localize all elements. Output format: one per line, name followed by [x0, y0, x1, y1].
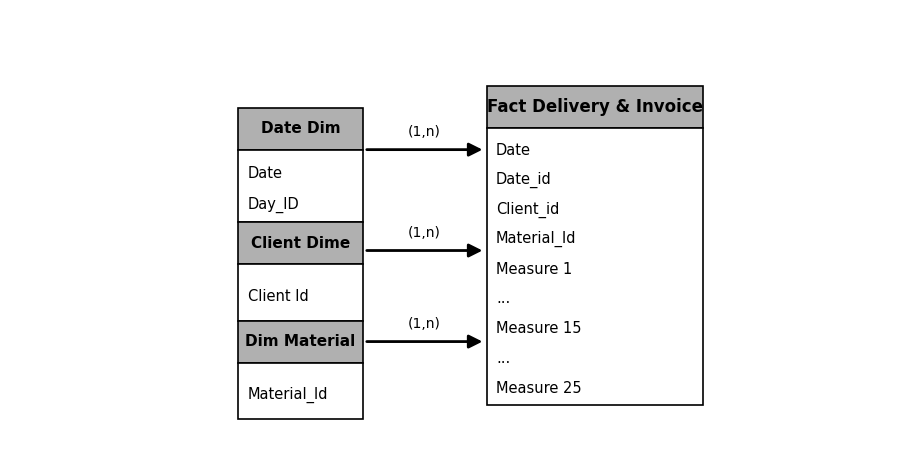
- Text: Material_Id: Material_Id: [496, 231, 576, 247]
- Text: Day_ID: Day_ID: [248, 197, 299, 213]
- Bar: [239, 222, 362, 264]
- Bar: [239, 321, 362, 363]
- Text: Measure 1: Measure 1: [496, 262, 572, 277]
- Text: (1,n): (1,n): [408, 226, 441, 240]
- Bar: [487, 86, 703, 128]
- Text: ...: ...: [496, 351, 511, 366]
- Text: Client Id: Client Id: [248, 289, 308, 305]
- Text: Date_id: Date_id: [496, 172, 552, 188]
- Bar: [239, 108, 362, 149]
- Bar: [487, 128, 703, 404]
- Text: Date: Date: [496, 142, 531, 158]
- Bar: [239, 264, 362, 321]
- Text: Client_id: Client_id: [496, 201, 559, 218]
- Text: Date: Date: [248, 166, 283, 181]
- Text: Material_Id: Material_Id: [248, 387, 328, 403]
- Bar: [239, 363, 362, 419]
- Text: Client Dime: Client Dime: [251, 236, 350, 251]
- Text: Date Dim: Date Dim: [261, 121, 340, 136]
- Text: Measure 25: Measure 25: [496, 381, 582, 396]
- Text: (1,n): (1,n): [408, 317, 441, 332]
- Text: Fact Delivery & Invoice: Fact Delivery & Invoice: [487, 98, 703, 116]
- Text: ...: ...: [496, 291, 511, 307]
- Text: Measure 15: Measure 15: [496, 321, 581, 336]
- Text: (1,n): (1,n): [408, 125, 441, 140]
- Text: Dim Material: Dim Material: [245, 334, 356, 349]
- Bar: [239, 149, 362, 222]
